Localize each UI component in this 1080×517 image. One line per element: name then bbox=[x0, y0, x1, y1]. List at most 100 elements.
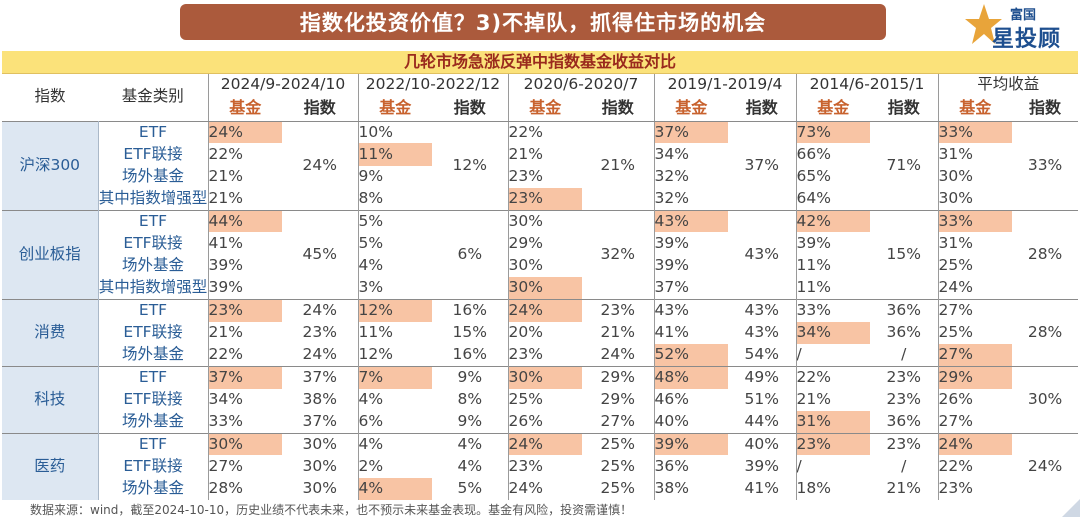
fund-return-cell: 4% bbox=[357, 432, 432, 456]
fund-return-cell: 30% bbox=[937, 187, 1012, 211]
fund-return-cell: 18% bbox=[795, 477, 870, 501]
fund-return-cell: 42% bbox=[795, 209, 870, 233]
fund-return-cell: 38% bbox=[653, 477, 728, 501]
fund-return-cell: 34% bbox=[795, 321, 870, 344]
fund-return-cell: 24% bbox=[507, 298, 582, 322]
table-row: 场外基金 28% 30% 4% 5% 24% 25% 38% 41% 18% 21% 23% bbox=[2, 477, 1078, 501]
table-row: ETF联接 22% 11% 21% 34% 66% 31% bbox=[2, 143, 1078, 166]
index-return-cell: 27% bbox=[600, 412, 635, 430]
index-return-cell: 5% bbox=[457, 479, 483, 498]
index-return-cell: 30% bbox=[302, 456, 337, 475]
fund-type-label: 场外基金 bbox=[121, 256, 184, 275]
index-return-cell: 23% bbox=[302, 323, 337, 342]
fund-return-cell: 39% bbox=[207, 254, 282, 278]
fund-return-cell: 11% bbox=[795, 254, 870, 278]
fund-return-table: 几轮市场急涨反弹中指数基金收益对比 指数 基金类别 2024/9-2024/10 202… bbox=[2, 51, 1079, 501]
fund-return-cell: 24% bbox=[937, 277, 1012, 300]
table-row: 沪深300 ETF 24% 24% 10% 12% 22% 21% 37% 37% 73% 71% 33… bbox=[2, 120, 1079, 211]
fund-return-cell: 4% bbox=[357, 477, 432, 501]
fund-return-cell: 39% bbox=[207, 277, 282, 300]
fund-type-label: ETF联接 bbox=[123, 456, 183, 475]
fund-return-cell: 30% bbox=[507, 365, 582, 389]
fund-type-label: 场外基金 bbox=[121, 412, 184, 430]
index-return-cell: 71% bbox=[870, 120, 938, 211]
period-header: 平均收益 bbox=[937, 73, 1079, 95]
period-header: 2014/6-2015/1 bbox=[795, 73, 938, 95]
index-return-cell: 24% bbox=[282, 298, 358, 322]
index-return-cell: 30% bbox=[282, 432, 358, 456]
index-name: 科技 bbox=[2, 365, 99, 434]
index-return-cell: 4% bbox=[457, 456, 483, 475]
fund-type-label: ETF联接 bbox=[123, 144, 183, 163]
fund-type-label: ETF bbox=[98, 298, 208, 322]
index-return-cell: 43% bbox=[728, 298, 796, 322]
index-return-cell: 43% bbox=[744, 323, 779, 342]
index-return-cell: 9% bbox=[457, 412, 483, 430]
fund-return-cell: 26% bbox=[507, 410, 582, 434]
index-return-cell: 36% bbox=[886, 412, 921, 430]
fund-return-cell: 33% bbox=[937, 209, 1012, 233]
fund-return-cell: 4% bbox=[357, 388, 432, 411]
fund-return-cell: 23% bbox=[507, 187, 582, 211]
index-name: 消费 bbox=[2, 298, 99, 367]
index-return-cell: 23% bbox=[870, 432, 938, 456]
fund-type-label: 其中指数增强型 bbox=[98, 189, 208, 208]
fund-return-cell: 27% bbox=[937, 343, 1012, 367]
fund-type-label: ETF bbox=[98, 209, 208, 233]
table-row: 科技 ETF 37% 37% 7% 9% 30% 29% 48% 49% 22% 23% 29% 30% bbox=[2, 365, 1079, 434]
fund-return-cell: 65% bbox=[795, 165, 870, 188]
table-row: ETF联接 41% 5% 29% 39% 39% 31% bbox=[2, 232, 1078, 255]
index-return-cell: 45% bbox=[282, 209, 358, 300]
fund-return-cell: 5% bbox=[357, 209, 432, 233]
fund-return-cell: 37% bbox=[207, 365, 282, 389]
fund-return-cell: 23% bbox=[507, 165, 582, 188]
page-corner-fold bbox=[1062, 499, 1080, 517]
index-return-cell: / bbox=[901, 345, 907, 364]
fund-return-cell: 5% bbox=[357, 232, 432, 255]
index-return-cell: 4% bbox=[432, 432, 508, 456]
index-return-cell: 25% bbox=[600, 479, 635, 498]
index-return-cell: 37% bbox=[282, 365, 358, 389]
fund-return-cell: 23% bbox=[937, 477, 1012, 501]
fund-type-label: 其中指数增强型 bbox=[98, 278, 208, 297]
fund-return-cell: 11% bbox=[357, 321, 432, 344]
fund-return-cell: 27% bbox=[207, 455, 282, 478]
avg-index-return-cell: 30% bbox=[1012, 365, 1079, 434]
subheader-fund: 基金 bbox=[795, 95, 870, 122]
index-return-cell: 25% bbox=[600, 456, 635, 475]
fund-return-cell: 25% bbox=[937, 321, 1012, 344]
fund-return-cell: 3% bbox=[357, 277, 432, 300]
fund-return-cell: 52% bbox=[653, 343, 728, 367]
index-return-cell: 40% bbox=[728, 432, 796, 456]
fund-return-cell: 31% bbox=[795, 410, 870, 434]
fund-return-cell: 22% bbox=[507, 120, 582, 144]
fund-return-cell: 41% bbox=[207, 232, 282, 255]
table-row: 场外基金 33% 37% 6% 9% 26% 27% 40% 44% 31% 36% 27% bbox=[2, 410, 1078, 434]
subheader-index: 指数 bbox=[282, 95, 358, 122]
index-return-cell: 37% bbox=[728, 120, 796, 211]
index-name: 创业板指 bbox=[2, 209, 99, 300]
fund-return-cell: 30% bbox=[207, 432, 282, 456]
index-return-cell: 6% bbox=[432, 209, 508, 300]
fund-return-cell: 39% bbox=[653, 254, 728, 278]
index-return-cell: 23% bbox=[582, 298, 654, 322]
fund-return-cell: 30% bbox=[937, 165, 1012, 188]
fund-return-cell: / bbox=[795, 343, 870, 367]
index-return-cell: 36% bbox=[870, 298, 938, 322]
index-return-cell: 24% bbox=[302, 345, 337, 364]
fund-return-cell: 64% bbox=[795, 187, 870, 211]
index-return-cell: 44% bbox=[744, 412, 779, 430]
subheader-fund: 基金 bbox=[507, 95, 582, 122]
index-return-cell: 29% bbox=[600, 389, 635, 408]
index-return-cell: 16% bbox=[432, 298, 508, 322]
fund-return-cell: 46% bbox=[653, 388, 728, 411]
fund-return-cell: 24% bbox=[207, 120, 282, 144]
fund-return-cell: 73% bbox=[795, 120, 870, 144]
fund-return-cell: 22% bbox=[207, 143, 282, 166]
page-title: 指数化投资价值？3)不掉队，抓得住市场的机会 bbox=[180, 4, 886, 40]
table-row: 消费 ETF 23% 24% 12% 16% 24% 23% 43% 43% 33% 36% 27% 28… bbox=[2, 298, 1079, 367]
fund-return-cell: 25% bbox=[507, 388, 582, 411]
fund-type-label: 场外基金 bbox=[121, 166, 184, 185]
index-return-cell: 12% bbox=[432, 120, 508, 211]
fund-type-label: 场外基金 bbox=[121, 479, 184, 498]
